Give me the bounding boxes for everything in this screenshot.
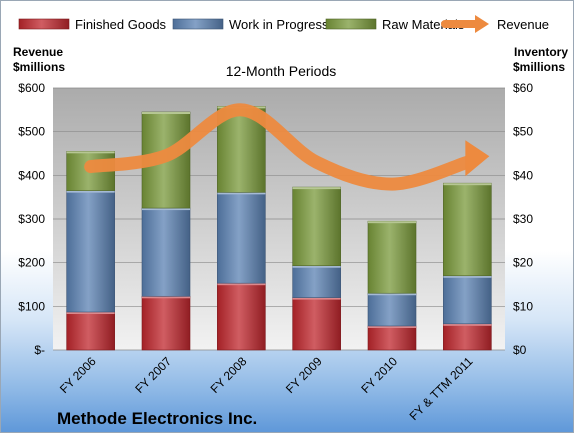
left-tick-label: $100 xyxy=(18,299,45,313)
bar-finished-goods xyxy=(67,312,115,350)
left-tick-label: $200 xyxy=(18,256,45,270)
bar-work-in-progress xyxy=(368,293,416,326)
legend-swatch-finished-goods xyxy=(19,19,69,29)
left-axis-title-line2: $millions xyxy=(13,60,65,74)
bar-work-in-progress-highlight xyxy=(217,192,265,194)
bar-finished-goods xyxy=(142,296,190,350)
left-tick-label: $500 xyxy=(18,125,45,139)
bar-work-in-progress xyxy=(142,208,190,296)
bar-raw-materials-highlight xyxy=(142,112,190,114)
left-tick-label: $- xyxy=(34,343,45,357)
bar-work-in-progress xyxy=(443,276,491,324)
bar-raw-materials xyxy=(443,183,491,276)
legend-swatch-raw-materials xyxy=(326,19,376,29)
right-axis-ticks: $0 $10 $20 $30 $40 $50 $60 xyxy=(513,81,533,357)
bar-finished-goods-highlight xyxy=(142,296,190,298)
category-label: FY 2010 xyxy=(358,354,400,396)
bar-raw-materials-highlight xyxy=(368,221,416,223)
category-label: FY 2007 xyxy=(132,354,174,396)
bar-raw-materials-highlight xyxy=(67,151,115,153)
right-tick-label: $50 xyxy=(513,125,533,139)
category-label: FY 2006 xyxy=(57,354,99,396)
bar-work-in-progress xyxy=(293,266,341,298)
legend-label-finished-goods: Finished Goods xyxy=(75,17,167,32)
legend-label-revenue: Revenue xyxy=(497,17,549,32)
bar-work-in-progress-highlight xyxy=(67,191,115,193)
bar-finished-goods xyxy=(443,324,491,350)
right-tick-label: $0 xyxy=(513,343,527,357)
right-axis-title-line1: Inventory xyxy=(514,45,568,59)
bar-finished-goods xyxy=(368,326,416,350)
legend-arrow-revenue xyxy=(475,15,489,33)
legend-label-work-in-progress: Work in Progress xyxy=(229,17,329,32)
bar-work-in-progress xyxy=(67,191,115,312)
right-tick-label: $30 xyxy=(513,212,533,226)
left-tick-label: $300 xyxy=(18,212,45,226)
bar-raw-materials-highlight xyxy=(443,183,491,185)
right-tick-label: $60 xyxy=(513,81,533,95)
category-label: FY 2009 xyxy=(283,354,325,396)
bar-raw-materials-highlight xyxy=(293,187,341,189)
bar-raw-materials xyxy=(368,221,416,293)
company-name: Methode Electronics Inc. xyxy=(57,409,257,428)
bar-finished-goods xyxy=(217,283,265,350)
bar-work-in-progress xyxy=(217,192,265,283)
bar-finished-goods-highlight xyxy=(293,298,341,300)
bar-raw-materials xyxy=(293,187,341,266)
right-tick-label: $20 xyxy=(513,256,533,270)
left-axis-ticks: $- $100 $200 $300 $400 $500 $600 xyxy=(18,81,45,357)
left-axis-title-line1: Revenue xyxy=(13,45,63,59)
category-label: FY 2008 xyxy=(208,354,250,396)
right-axis-title-line2: $millions xyxy=(513,60,565,74)
category-label: FY & TTM 2011 xyxy=(407,354,476,423)
bar-finished-goods xyxy=(293,298,341,350)
left-tick-label: $400 xyxy=(18,168,45,182)
legend-swatch-work-in-progress xyxy=(173,19,223,29)
right-tick-label: $10 xyxy=(513,299,533,313)
chart-subtitle: 12-Month Periods xyxy=(226,63,337,79)
left-tick-label: $600 xyxy=(18,81,45,95)
right-tick-label: $40 xyxy=(513,168,533,182)
